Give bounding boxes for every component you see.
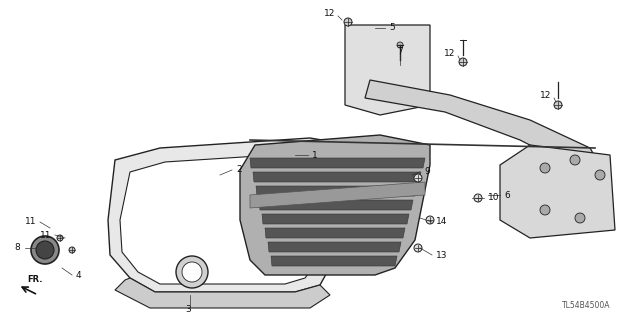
Text: 12: 12: [324, 9, 335, 18]
Circle shape: [554, 101, 562, 109]
Polygon shape: [256, 186, 417, 196]
Polygon shape: [108, 138, 370, 292]
Polygon shape: [250, 182, 425, 208]
Text: 3: 3: [185, 306, 191, 315]
Circle shape: [414, 174, 422, 182]
Polygon shape: [265, 228, 405, 238]
Text: 9: 9: [424, 167, 429, 176]
Text: 2: 2: [236, 166, 242, 174]
Circle shape: [540, 205, 550, 215]
Circle shape: [570, 155, 580, 165]
Polygon shape: [120, 153, 352, 284]
Circle shape: [397, 42, 403, 48]
Polygon shape: [262, 214, 409, 224]
Text: 11: 11: [40, 231, 51, 240]
Circle shape: [31, 236, 59, 264]
Text: 13: 13: [436, 250, 447, 259]
Polygon shape: [259, 200, 413, 210]
Polygon shape: [240, 135, 430, 275]
Circle shape: [459, 58, 467, 66]
Polygon shape: [268, 242, 401, 252]
Text: 8: 8: [14, 243, 20, 253]
Polygon shape: [271, 256, 397, 266]
Polygon shape: [345, 25, 430, 115]
Circle shape: [595, 170, 605, 180]
Circle shape: [474, 194, 482, 202]
Circle shape: [69, 247, 75, 253]
Text: FR.: FR.: [28, 276, 43, 285]
Text: 12: 12: [540, 91, 551, 100]
Circle shape: [176, 256, 208, 288]
Text: 5: 5: [389, 24, 395, 33]
Text: 11: 11: [24, 218, 36, 226]
Text: 10: 10: [488, 194, 499, 203]
Text: 1: 1: [312, 151, 317, 160]
Polygon shape: [250, 158, 425, 168]
Text: 7: 7: [397, 48, 403, 56]
Circle shape: [36, 241, 54, 259]
Circle shape: [344, 18, 352, 26]
Polygon shape: [115, 278, 330, 308]
Circle shape: [426, 216, 434, 224]
Text: TL54B4500A: TL54B4500A: [561, 301, 610, 310]
Circle shape: [414, 244, 422, 252]
Circle shape: [575, 213, 585, 223]
Circle shape: [540, 163, 550, 173]
Polygon shape: [500, 145, 615, 238]
Text: 4: 4: [76, 271, 82, 279]
Text: 14: 14: [436, 218, 447, 226]
Text: 6: 6: [504, 190, 509, 199]
Polygon shape: [365, 80, 600, 175]
Circle shape: [57, 235, 63, 241]
Text: 12: 12: [444, 48, 455, 57]
Circle shape: [182, 262, 202, 282]
Polygon shape: [253, 172, 421, 182]
